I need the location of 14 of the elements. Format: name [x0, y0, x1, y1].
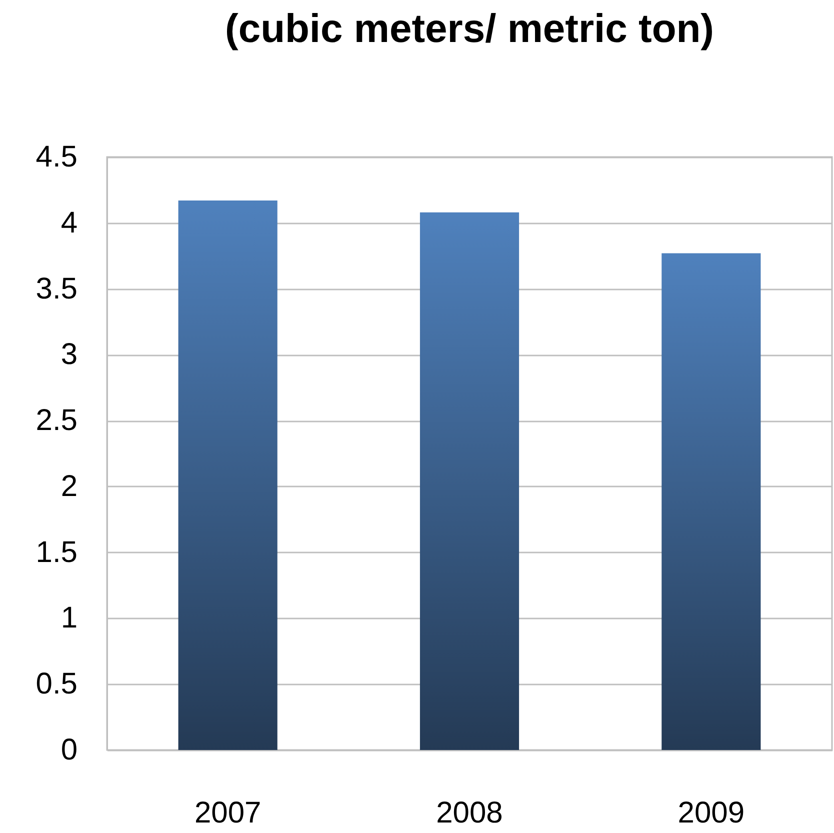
y-tick-label: 3: [60, 338, 78, 372]
x-tick-label: 2009: [678, 796, 745, 830]
y-tick-label: 0: [60, 734, 78, 766]
x-tick-label: 2008: [436, 796, 503, 830]
y-tick-label: 1: [60, 602, 78, 635]
y-tick-label: 3.5: [36, 272, 78, 306]
y-tick-label: 4.5: [36, 140, 78, 174]
x-tick-label: 2007: [194, 796, 262, 830]
y-tick-label: 1.5: [36, 536, 78, 569]
y-tick-label: 2.5: [36, 404, 78, 438]
y-tick-label: 0.5: [36, 668, 78, 701]
chart-title: (cubic meters/ metric ton): [224, 7, 714, 51]
y-tick-label: 4: [60, 206, 78, 240]
y-tick-label: 2: [60, 470, 78, 503]
